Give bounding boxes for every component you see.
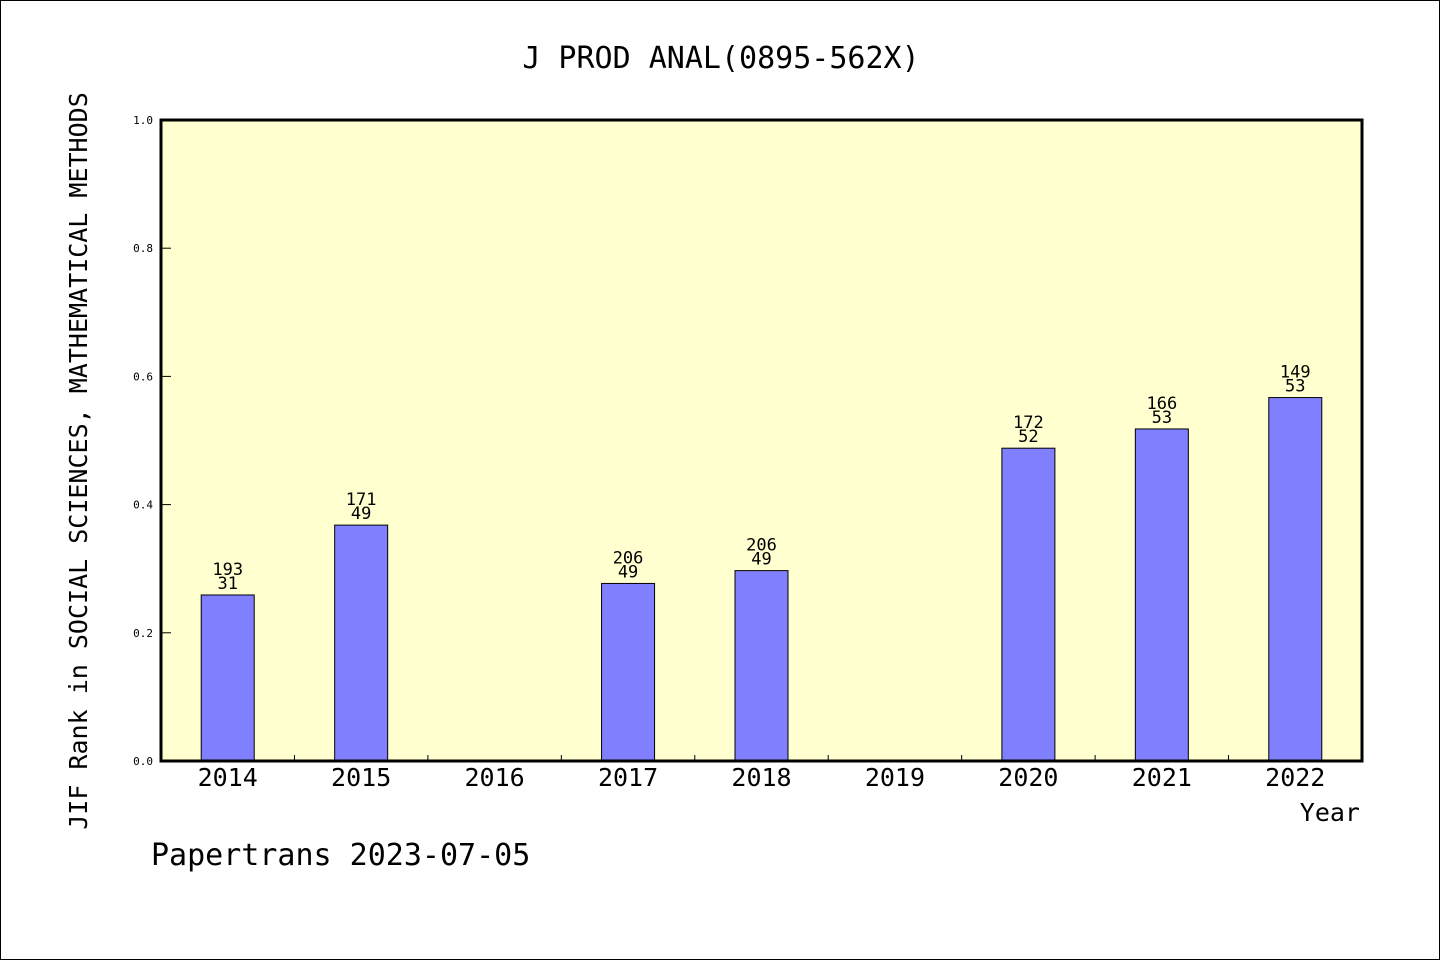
y-tick-label: 0.6 [133, 370, 153, 383]
bar-label-rank: 149 [1280, 363, 1311, 383]
y-tick-label: 0.8 [133, 242, 153, 255]
y-axis-ticks: 0.0 0.2 0.4 0.6 0.8 1.0 [133, 114, 171, 768]
y-tick-label: 0.4 [133, 499, 153, 512]
bar-2021 [1134, 428, 1189, 762]
x-tick-label: 2014 [198, 763, 258, 792]
chart-title: J PROD ANAL(0895-562X) [522, 41, 919, 76]
bar-label-rank: 193 [212, 560, 243, 580]
x-tick-label: 2016 [465, 763, 525, 792]
x-tick-label: 2017 [598, 763, 658, 792]
bar-label-total: 49 [618, 562, 638, 582]
bar-2014 [200, 594, 255, 762]
y-tick-label: 0.2 [133, 627, 153, 640]
bar-label-rank: 166 [1146, 394, 1177, 414]
bar-2015 [334, 524, 389, 762]
bar-label-rank: 206 [746, 536, 777, 556]
y-tick-label: 0.0 [133, 755, 153, 768]
x-tick-label: 2015 [331, 763, 391, 792]
bar-2022 [1268, 397, 1323, 762]
bar-label-total: 31 [217, 574, 237, 594]
bar-label-total: 49 [751, 550, 771, 570]
x-axis-label: Year [1300, 798, 1360, 827]
bars [200, 397, 1323, 762]
bar-label-total: 52 [1018, 427, 1038, 447]
bar-label-total: 49 [351, 504, 371, 524]
y-axis-label: JIF Rank in SOCIAL SCIENCES, MATHEMATICA… [64, 92, 93, 830]
plot-border [159, 118, 1364, 763]
x-tick-label: 2021 [1132, 763, 1192, 792]
bar-label-total: 53 [1285, 377, 1305, 397]
bar-2017 [601, 582, 656, 762]
bar-label-total: 53 [1152, 408, 1172, 428]
x-tick-label: 2018 [731, 763, 791, 792]
bar-label-rank: 172 [1013, 413, 1044, 433]
x-tick-label: 2020 [998, 763, 1058, 792]
bar-label-rank: 206 [613, 548, 644, 568]
bar-2018 [734, 570, 789, 762]
bar-2020 [1001, 447, 1056, 762]
x-axis-ticks: 2014 2015 2016 2017 2018 2019 2020 2021 2022 [198, 755, 1325, 792]
x-tick-label: 2019 [865, 763, 925, 792]
y-tick-label: 1.0 [133, 114, 153, 127]
bar-label-rank: 171 [346, 490, 377, 510]
footer-text: Papertrans 2023-07-05 [151, 838, 530, 873]
x-tick-label: 2022 [1265, 763, 1325, 792]
